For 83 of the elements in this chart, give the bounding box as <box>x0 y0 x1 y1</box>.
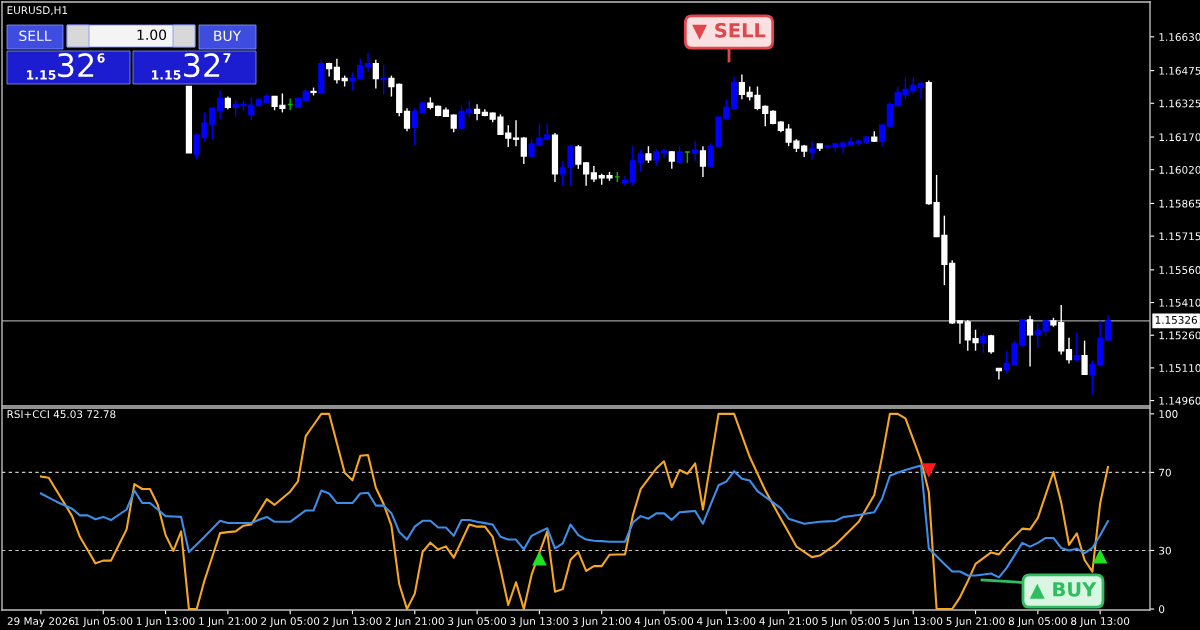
candlestick <box>808 140 816 161</box>
x-tick-label: 3 Jun 05:00 <box>448 617 507 627</box>
candlestick <box>520 136 527 165</box>
candlestick <box>1104 314 1112 343</box>
point <box>921 463 937 478</box>
candlestick <box>364 52 372 73</box>
candlestick <box>473 103 481 121</box>
y-tick-label: 70 <box>1159 468 1171 477</box>
annotation: 1.00 <box>137 29 167 41</box>
annotation: ▼ SELL <box>692 22 766 40</box>
point <box>532 551 547 566</box>
annotation: 1.15 <box>151 70 181 80</box>
candlestick <box>1073 332 1080 363</box>
x-tick-label: 5 Jun 21:00 <box>946 617 1005 627</box>
candlestick <box>403 107 411 132</box>
candlestick <box>1065 337 1073 365</box>
candlestick <box>917 81 925 101</box>
candlestick <box>1026 315 1034 368</box>
y-tick-label: 30 <box>1159 546 1171 555</box>
y-tick-label: 1.15560 <box>1159 266 1200 274</box>
ref-line-label: 1.15326 <box>1155 315 1198 324</box>
candlestick <box>372 59 379 90</box>
annotation: 32 <box>184 53 220 78</box>
y-tick-label: 1.15410 <box>1159 298 1200 307</box>
annotation: 6 <box>97 53 105 63</box>
candlestick <box>512 119 520 147</box>
x-tick-label: 8 Jun 13:00 <box>1071 617 1130 627</box>
x-tick-label: 29 May 2026 <box>7 617 75 628</box>
y-tick-label: 1.15865 <box>1159 199 1200 208</box>
candlestick <box>637 149 644 173</box>
candlestick <box>575 144 582 170</box>
annotation: 7 <box>223 53 231 63</box>
annotation: 1.15 <box>26 70 56 80</box>
candlestick <box>1081 339 1088 376</box>
candlestick <box>956 320 964 345</box>
candlestick <box>699 145 707 178</box>
candlestick <box>1089 360 1096 396</box>
x-tick-label: 1 Jun 05:00 <box>74 617 133 627</box>
y-tick-label: 1.16630 <box>1159 33 1200 41</box>
annotation: 32 <box>58 53 94 78</box>
y-tick-label: 1.16325 <box>1159 99 1200 108</box>
candlestick <box>380 64 387 96</box>
y-tick-label: 1.15260 <box>1159 331 1200 340</box>
y-tick-label: 1.15110 <box>1159 364 1200 372</box>
y-tick-label: 1.16475 <box>1159 66 1200 75</box>
candlestick <box>738 73 746 101</box>
y-tick-label: 1.15715 <box>1159 232 1200 241</box>
candlestick <box>995 367 1003 381</box>
x-tick-label: 2 Jun 05:00 <box>261 617 320 627</box>
y-tick-label: 1.16020 <box>1159 165 1200 174</box>
x-tick-label: 3 Jun 13:00 <box>510 617 569 627</box>
candlestick <box>621 175 629 187</box>
candlestick <box>878 123 886 147</box>
y-tick-label: 100 <box>1159 410 1178 418</box>
point <box>1092 549 1108 564</box>
candlestick <box>1034 322 1041 349</box>
x-tick-label: 1 Jun 13:00 <box>136 617 195 627</box>
candlestick <box>583 161 590 187</box>
x-tick-label: 5 Jun 05:00 <box>821 617 881 627</box>
x-tick-label: 1 Jun 21:00 <box>199 617 257 627</box>
candlestick <box>216 89 224 120</box>
x-tick-label: 4 Jun 21:00 <box>759 617 818 627</box>
line-series <box>39 464 1109 579</box>
y-tick-label: 1.16170 <box>1159 133 1200 142</box>
candlestick <box>629 145 636 187</box>
annotation: ▲ BUY <box>1029 582 1097 599</box>
x-tick-label: 8 Jun 05:00 <box>1008 617 1067 627</box>
candlestick <box>333 57 341 85</box>
chart-title: RSI+CCI 45.03 72.78 <box>7 410 116 419</box>
y-tick-label: 1.14960 <box>1159 396 1200 405</box>
chart-title: EURUSD,H1 <box>7 6 68 16</box>
x-tick-label: 5 Jun 13:00 <box>884 617 943 627</box>
candlestick <box>980 332 987 354</box>
x-tick-label: 2 Jun 13:00 <box>323 617 382 627</box>
x-tick-label: 4 Jun 05:00 <box>634 617 694 627</box>
annotation: BUY <box>214 30 242 42</box>
x-tick-label: 2 Jun 21:00 <box>385 617 444 627</box>
candlestick <box>886 101 893 128</box>
annotation: SELL <box>19 30 52 42</box>
y-tick-label: 0 <box>1159 605 1165 614</box>
x-tick-label: 4 Jun 13:00 <box>697 617 756 627</box>
x-tick-label: 3 Jun 21:00 <box>572 617 631 627</box>
candlestick <box>692 140 699 162</box>
